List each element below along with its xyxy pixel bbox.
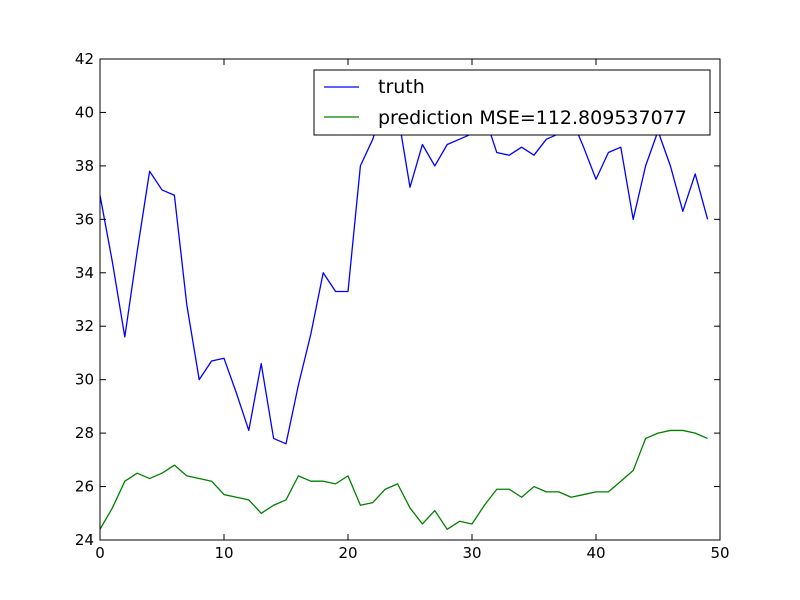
x-tick-label: 20	[338, 544, 357, 562]
x-tick-label: 50	[710, 544, 729, 562]
y-tick-label: 38	[75, 157, 94, 175]
x-tick-label: 10	[214, 544, 233, 562]
y-tick-label: 30	[75, 371, 94, 389]
y-tick-label: 36	[75, 210, 94, 228]
x-tick-label: 40	[586, 544, 605, 562]
series-line-prediction	[100, 429, 708, 530]
legend-label-prediction: prediction MSE=112.809537077	[378, 107, 687, 129]
series-layer	[100, 98, 709, 530]
y-tick-label: 42	[75, 50, 94, 68]
legend-label-truth: truth	[378, 76, 425, 98]
y-tick-label: 28	[75, 424, 94, 442]
series-line-truth	[100, 98, 709, 445]
y-tick-label: 40	[75, 103, 94, 121]
legend: truth prediction MSE=112.809537077	[313, 69, 711, 136]
x-tick-label: 0	[95, 544, 105, 562]
plot-area	[100, 59, 720, 540]
plot-frame	[99, 58, 721, 541]
y-tick-label: 34	[75, 264, 94, 282]
y-tick-label: 26	[75, 478, 94, 496]
ticks-layer: 0 10 20 30 40 50 24 26 28 30 32 34 36 38 40 42	[75, 50, 730, 562]
x-tick-label: 30	[462, 544, 481, 562]
y-tick-label: 24	[75, 531, 94, 549]
legend-box	[313, 69, 711, 136]
y-tick-label: 32	[75, 317, 94, 335]
